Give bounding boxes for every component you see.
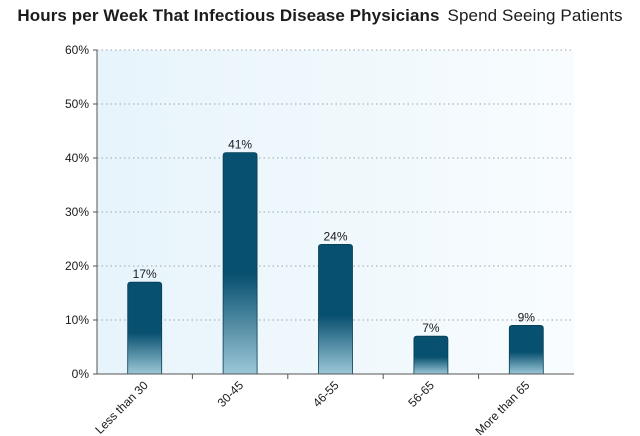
x-tick-label: 30-45 bbox=[215, 378, 247, 410]
x-tick-label: 56-65 bbox=[405, 378, 437, 410]
y-axis-ticks: 0% 10% 20% 30% 40% 50% 60% bbox=[65, 43, 97, 381]
bar-less-than-30 bbox=[127, 281, 163, 375]
y-tick-label: 30% bbox=[65, 205, 89, 219]
bar-30-45 bbox=[222, 152, 258, 375]
chart-subtitle: Spend Seeing Patients bbox=[447, 6, 623, 25]
bar-46-55 bbox=[318, 244, 353, 375]
y-tick-label: 40% bbox=[65, 151, 89, 165]
data-labels: 17% 41% 24% 7% 9% bbox=[133, 138, 536, 336]
data-label: 41% bbox=[228, 138, 252, 152]
y-tick-label: 20% bbox=[65, 259, 89, 273]
chart-title: Hours per Week That Infectious Disease P… bbox=[17, 6, 440, 25]
data-label: 17% bbox=[133, 267, 157, 281]
bars bbox=[127, 152, 544, 375]
y-tick-label: 60% bbox=[65, 43, 89, 57]
y-tick-label: 50% bbox=[65, 97, 89, 111]
bar-56-65 bbox=[413, 335, 449, 375]
y-tick-label: 10% bbox=[65, 313, 89, 327]
x-tick-label: Less than 30 bbox=[92, 378, 151, 436]
data-label: 7% bbox=[422, 321, 440, 335]
x-tick-label: More than 65 bbox=[473, 378, 533, 436]
data-label: 9% bbox=[518, 310, 536, 324]
bar-more-than-65 bbox=[508, 325, 544, 375]
chart-title-block: Hours per Week That Infectious Disease P… bbox=[0, 0, 640, 32]
x-axis-ticks: Less than 30 30-45 46-55 56-65 More than 65 bbox=[92, 374, 533, 436]
data-label: 24% bbox=[323, 229, 347, 243]
y-tick-label: 0% bbox=[72, 367, 90, 381]
x-tick-label: 46-55 bbox=[310, 378, 342, 410]
